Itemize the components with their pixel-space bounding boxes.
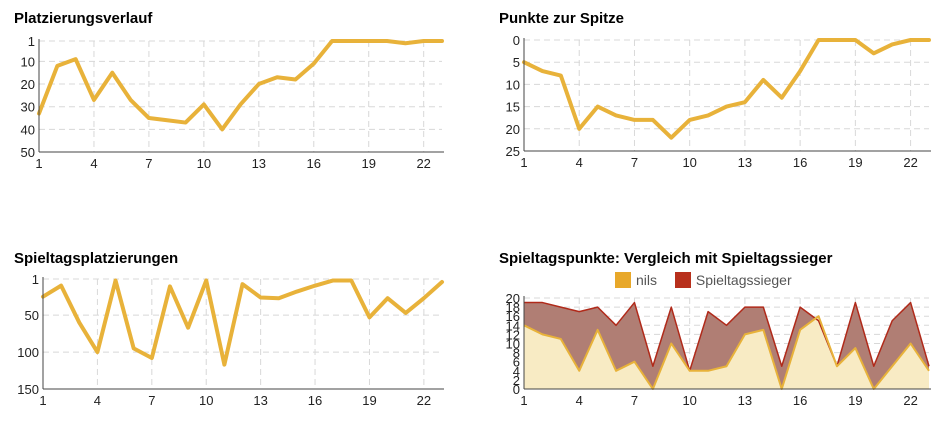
y-tick-label: 50	[25, 308, 39, 323]
y-tick-label: 25	[506, 144, 520, 159]
series-line-nils	[523, 315, 930, 390]
chart-svg: 1 4 7 10 13 16 19 22 1 10 20 30 40 50	[21, 34, 444, 171]
chart-title: Punkte zur Spitze	[499, 10, 625, 27]
x-tick-label: 7	[145, 156, 152, 171]
x-tick-label: 16	[793, 393, 807, 408]
legend-label: nils	[636, 272, 658, 288]
y-tick-label: 10	[506, 77, 520, 92]
x-tick-label: 4	[576, 155, 583, 170]
x-tick-label: 7	[631, 393, 638, 408]
series-area-nils	[524, 316, 929, 389]
chart-title: Spieltagsplatzierungen	[14, 250, 179, 267]
x-tick-label: 13	[252, 156, 266, 171]
y-tick-label: 100	[17, 345, 39, 360]
x-tick-label: 22	[417, 393, 431, 408]
y-tick-label: 0	[513, 382, 520, 397]
x-tick-label: 10	[682, 155, 696, 170]
x-tick-label: 16	[307, 156, 321, 171]
y-tick-label: 4	[513, 364, 520, 379]
y-tick-label: 16	[506, 309, 520, 324]
y-tick-label: 14	[506, 318, 520, 333]
y-tick-label: 18	[506, 300, 520, 315]
legend-swatch-nils	[615, 272, 631, 288]
x-tick-label: 19	[361, 156, 375, 171]
x-tick-label: 1	[520, 393, 527, 408]
y-tick-label: 8	[513, 346, 520, 361]
x-tick-label: 4	[94, 393, 101, 408]
y-tick-label: 40	[21, 122, 35, 137]
y-tick-label: 150	[17, 382, 39, 397]
x-tick-label: 10	[682, 393, 696, 408]
x-tick-label: 22	[903, 155, 917, 170]
chart-matchday-placements: Spieltagsplatzierungen 1 4 7 10 13 16 19 22 1 50 1…	[0, 212, 473, 424]
x-tick-label: 22	[416, 156, 430, 171]
chart-svg: 1 4 7 10 13 16 19 22 0 5 10 15 20 25	[506, 33, 931, 170]
x-tick-label: 19	[848, 393, 862, 408]
legend-label: Spieltagssieger	[695, 272, 792, 288]
x-tick-label: 22	[903, 393, 917, 408]
chart-points-behind-leader: Punkte zur Spitze 1 4 7 10 13 16 19 22 0 5 10 15 20 2…	[473, 0, 946, 212]
x-tick-label: 19	[362, 393, 376, 408]
chart-legend: nils Spieltagssieger	[615, 272, 806, 288]
x-tick-label: 13	[738, 393, 752, 408]
y-tick-label: 30	[21, 100, 35, 115]
x-tick-label: 10	[199, 393, 213, 408]
x-tick-label: 13	[253, 393, 267, 408]
legend-entry-winner: Spieltagssieger	[674, 272, 792, 288]
legend-swatch-winner	[674, 272, 691, 288]
legend-entry-nils: nils	[615, 272, 661, 288]
y-tick-label: 12	[506, 327, 520, 342]
y-tick-label: 2	[513, 373, 520, 388]
x-tick-label: 10	[197, 156, 211, 171]
x-tick-label: 19	[848, 155, 862, 170]
chart-placement-history: Platzierungsverlauf 1 4 7 10 13 16 19 22 1 10 20 30…	[0, 0, 473, 212]
y-tick-label: 6	[513, 355, 520, 370]
x-tick-label: 7	[631, 155, 638, 170]
y-tick-label: 0	[513, 33, 520, 48]
y-tick-label: 10	[21, 54, 35, 69]
y-tick-label: 20	[506, 122, 520, 137]
x-tick-label: 7	[148, 393, 155, 408]
series-line-spieltagssieger	[524, 301, 930, 372]
x-tick-label: 4	[90, 156, 97, 171]
y-tick-label: 1	[32, 272, 39, 287]
y-tick-label: 50	[21, 145, 35, 160]
y-tick-label: 5	[513, 55, 520, 70]
x-tick-label: 1	[520, 155, 527, 170]
y-tick-label: 10	[506, 337, 520, 352]
chart-matchday-points-comparison: Spieltagspunkte: Vergleich mit Spieltags…	[473, 212, 946, 424]
series-line	[37, 39, 444, 132]
series-line	[522, 38, 931, 140]
y-tick-label: 20	[21, 77, 35, 92]
x-tick-label: 4	[576, 393, 583, 408]
y-tick-label: 1	[28, 34, 35, 49]
x-tick-label: 16	[308, 393, 322, 408]
x-tick-label: 16	[793, 155, 807, 170]
y-tick-label: 20	[506, 291, 520, 306]
series-line	[41, 278, 444, 367]
x-tick-label: 1	[35, 156, 42, 171]
chart-title: Spieltagspunkte: Vergleich mit Spieltags…	[499, 250, 833, 267]
chart-title: Platzierungsverlauf	[14, 10, 153, 27]
x-tick-label: 13	[738, 155, 752, 170]
x-tick-label: 1	[39, 393, 46, 408]
y-tick-label: 15	[506, 100, 520, 115]
